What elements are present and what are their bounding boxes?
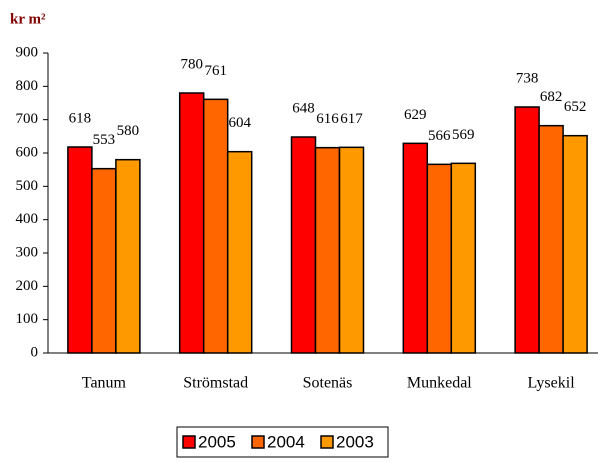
bar — [226, 150, 253, 354]
legend-swatch — [251, 435, 265, 449]
bar — [450, 162, 477, 354]
data-label: 618 — [69, 110, 92, 126]
data-label: 629 — [404, 107, 427, 123]
bar — [202, 98, 229, 354]
y-tick-label: 0 — [31, 344, 39, 360]
bar — [67, 146, 93, 354]
legend-label: 2004 — [267, 432, 305, 451]
legend-label: 2003 — [336, 432, 374, 451]
y-tick-label: 500 — [16, 178, 39, 194]
x-tick-label: Lysekil — [528, 375, 576, 392]
y-tick-label: 200 — [16, 278, 39, 294]
data-label: 580 — [117, 123, 140, 139]
bar — [538, 124, 564, 354]
data-label: 617 — [340, 111, 363, 127]
x-tick-label: Sotenäs — [303, 375, 353, 392]
data-label: 761 — [204, 63, 227, 79]
data-label: 616 — [316, 111, 339, 127]
y-tick-label: 800 — [16, 78, 39, 94]
bar — [91, 167, 117, 354]
legend-swatch — [320, 435, 334, 449]
bar — [115, 158, 141, 354]
bar — [402, 142, 429, 354]
data-label: 780 — [180, 56, 203, 72]
bar — [514, 106, 540, 354]
y-tick-label: 600 — [16, 144, 39, 160]
bar — [338, 146, 365, 354]
y-axis-label: kr m² — [10, 11, 46, 27]
legend-label: 2005 — [198, 432, 236, 451]
x-tick-label: Munkedal — [407, 375, 472, 392]
legend-box — [176, 426, 389, 458]
bar — [562, 134, 588, 354]
bar — [314, 146, 341, 354]
data-label: 604 — [228, 115, 251, 131]
data-label: 566 — [428, 128, 451, 144]
y-tick-label: 400 — [16, 211, 39, 227]
data-label: 682 — [540, 89, 563, 105]
legend-swatch — [182, 435, 196, 449]
data-label: 652 — [564, 99, 587, 115]
x-tick-label: Tanum — [82, 375, 127, 392]
data-label: 738 — [516, 70, 539, 86]
data-label: 569 — [452, 127, 475, 143]
data-label: 648 — [292, 100, 315, 116]
y-tick-label: 900 — [16, 44, 39, 60]
bar — [290, 136, 317, 354]
bar — [426, 163, 453, 354]
bar — [178, 92, 205, 354]
y-tick-label: 100 — [16, 311, 39, 327]
y-tick-label: 700 — [16, 111, 39, 127]
x-tick-label: Strömstad — [183, 375, 248, 392]
data-label: 553 — [93, 132, 116, 148]
y-tick-label: 300 — [16, 244, 39, 260]
